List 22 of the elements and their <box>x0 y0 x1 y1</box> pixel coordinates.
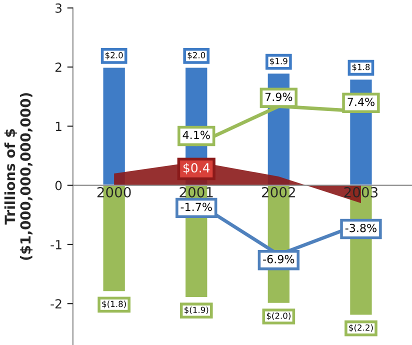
data-label: 7.9% <box>265 92 292 102</box>
data-label: $2.0 <box>105 52 123 60</box>
data-label: -3.8% <box>345 224 376 232</box>
data-label: $(1.9) <box>184 306 208 314</box>
y-tick-label: 2 <box>55 62 62 72</box>
data-label: $(2.0) <box>266 312 290 320</box>
y-axis-title: Trillions of $ ($1,000,000,000,000) <box>4 93 33 260</box>
data-label: $(1.8) <box>102 300 126 308</box>
data-label: $1.8 <box>352 64 370 72</box>
y-tick-label: 3 <box>56 3 62 13</box>
data-label: $1.9 <box>270 58 288 66</box>
data-label: 4.1% <box>182 130 210 140</box>
y-tick-label: 0 <box>55 180 62 190</box>
y-tick-label: -2 <box>50 299 62 308</box>
data-label: -6.9% <box>263 254 294 264</box>
y-tick-label: -1 <box>50 240 62 250</box>
y-tick-label: 1 <box>56 122 62 131</box>
data-label: -1.7% <box>180 202 212 212</box>
data-label: $0.4 <box>183 162 210 174</box>
data-label: 7.4% <box>348 98 374 106</box>
data-label: $2.0 <box>188 52 206 60</box>
data-label: $(2.2) <box>349 324 373 332</box>
